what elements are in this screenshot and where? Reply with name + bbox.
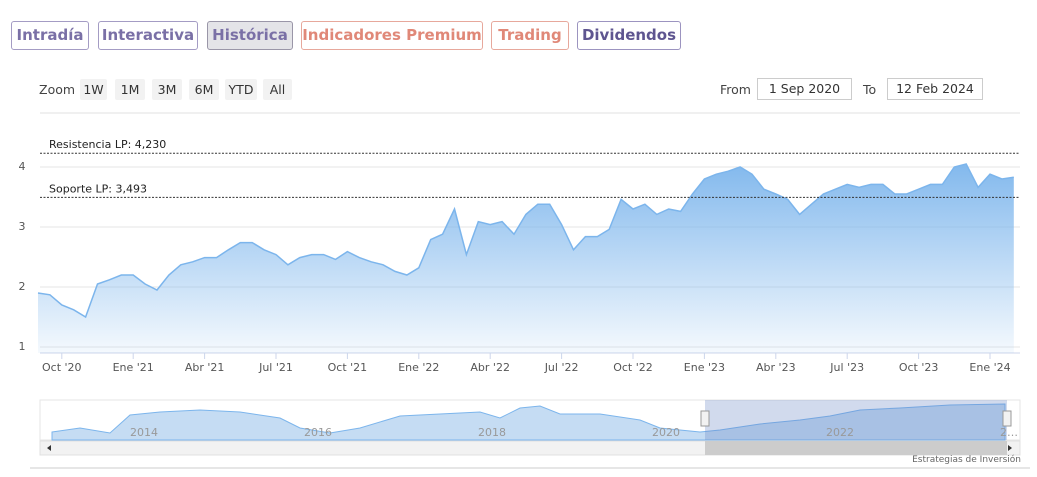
scrollbar-thumb[interactable] <box>705 441 1007 455</box>
navigator-label: 2018 <box>478 426 506 439</box>
y-tick-label: 3 <box>19 220 26 233</box>
x-tick-label: Oct '23 <box>899 361 939 374</box>
from-label: From <box>720 82 751 97</box>
x-tick-label: Ene '22 <box>398 361 439 374</box>
zoom-button[interactable]: 6M <box>189 79 219 100</box>
zoom-label: Zoom <box>39 82 76 97</box>
zoom-button[interactable]: 3M <box>152 79 182 100</box>
y-tick-label: 4 <box>19 160 26 173</box>
to-input[interactable]: 12 Feb 2024 <box>887 78 983 100</box>
y-tick-label: 1 <box>19 340 26 353</box>
navigator-selection[interactable] <box>705 400 1007 440</box>
zoom-button[interactable]: 1M <box>115 79 145 100</box>
plot-line-label: Resistencia LP: 4,230 <box>49 138 166 151</box>
tab[interactable]: Trading <box>491 21 569 50</box>
navigator-label: 2022 <box>826 426 854 439</box>
x-tick-label: Jul '22 <box>544 361 579 374</box>
x-tick-label: Oct '22 <box>613 361 653 374</box>
tab[interactable]: Histórica <box>207 21 293 50</box>
navigator-handle[interactable] <box>700 410 710 427</box>
navigator-label: 2016 <box>304 426 332 439</box>
navigator-label: 2014 <box>130 426 158 439</box>
navigator-series <box>51 403 1006 441</box>
x-tick-label: Abr '22 <box>470 361 510 374</box>
x-tick-label: Oct '21 <box>328 361 368 374</box>
to-label: To <box>863 82 877 97</box>
x-tick-label: Ene '24 <box>969 361 1010 374</box>
zoom-button[interactable]: YTD <box>225 79 257 100</box>
area-fill <box>38 164 1014 353</box>
zoom-button[interactable]: 1W <box>80 79 107 100</box>
area-line <box>37 163 1014 319</box>
tab[interactable]: Interactiva <box>98 21 198 50</box>
zoom-button[interactable]: All <box>263 79 292 100</box>
tab[interactable]: Dividendos <box>577 21 681 50</box>
footer: Estrategias de Inversión <box>912 455 1021 465</box>
navigator-handle[interactable] <box>1002 410 1012 427</box>
y-tick-label: 2 <box>19 280 26 293</box>
tab[interactable]: Indicadores Premium <box>301 21 483 50</box>
x-tick-label: Ene '21 <box>113 361 154 374</box>
x-tick-label: Abr '21 <box>185 361 225 374</box>
x-tick-label: Jul '23 <box>829 361 864 374</box>
x-tick-label: Ene '23 <box>684 361 725 374</box>
tab[interactable]: Intradía <box>11 21 89 50</box>
x-tick-label: Oct '20 <box>42 361 82 374</box>
plot-line-label: Soporte LP: 3,493 <box>49 182 147 195</box>
x-tick-label: Abr '23 <box>756 361 796 374</box>
from-input[interactable]: 1 Sep 2020 <box>757 78 852 100</box>
navigator-label: 2… <box>1000 426 1018 439</box>
x-tick-label: Jul '21 <box>258 361 293 374</box>
navigator-label: 2020 <box>652 426 680 439</box>
